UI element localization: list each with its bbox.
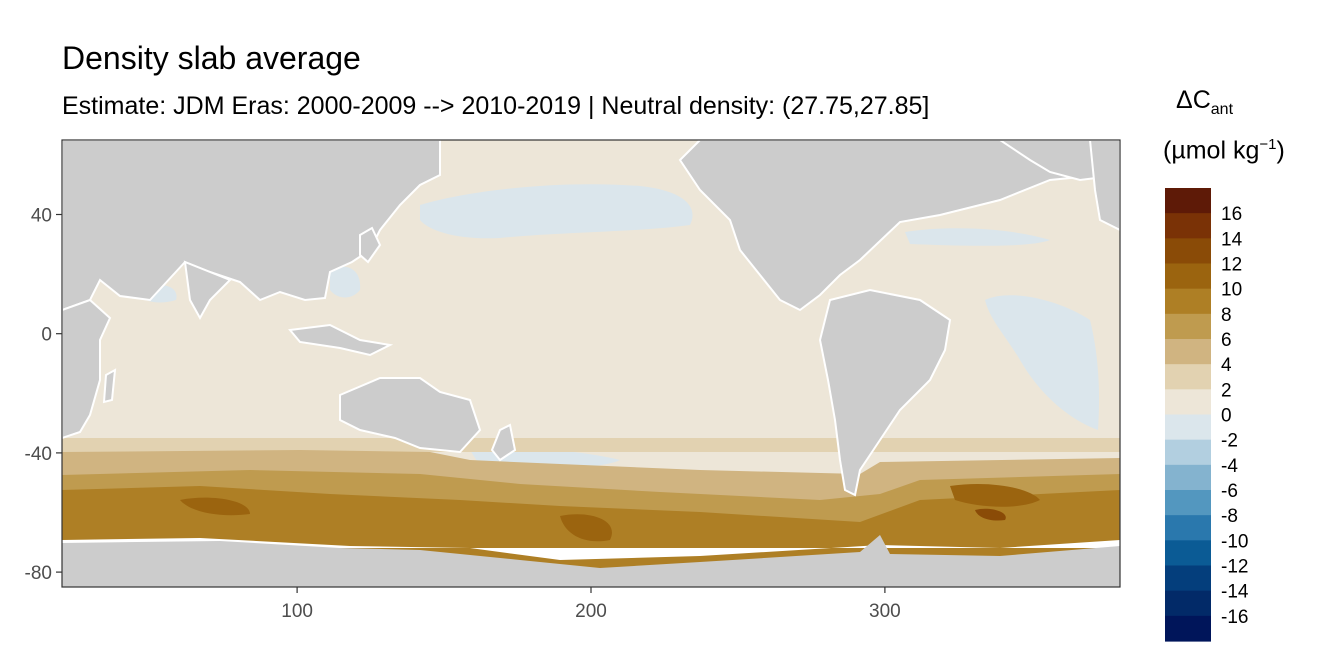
y-tick-label: -40 — [25, 444, 52, 465]
y-tick-label: 0 — [41, 325, 52, 346]
colorbar-label: -16 — [1221, 607, 1248, 628]
japan — [359, 226, 382, 264]
colorbar-label: 4 — [1221, 355, 1232, 376]
colorbar-label: -10 — [1221, 531, 1248, 552]
colorbar-label: -2 — [1221, 431, 1238, 452]
colorbar-label: 10 — [1221, 280, 1242, 301]
legend-title-unit: (µmol kg−1) — [1163, 136, 1285, 165]
antarctica — [62, 535, 1120, 587]
colorbar-label: -8 — [1221, 506, 1238, 527]
colorbar-swatch — [1165, 339, 1211, 365]
colorbar-swatch — [1165, 515, 1211, 541]
indonesia — [288, 323, 394, 357]
south-america — [818, 288, 952, 497]
india — [183, 260, 232, 321]
colorbar-label: -4 — [1221, 456, 1238, 477]
new-zealand — [490, 423, 517, 462]
colorbar-swatch — [1165, 615, 1211, 642]
australia — [339, 377, 482, 454]
legend-unit-sup: −1 — [1259, 136, 1277, 153]
legend-unit-open: (µmol kg — [1163, 136, 1260, 165]
colorbar-label: 14 — [1221, 229, 1243, 250]
colorbar-label: 12 — [1221, 255, 1242, 276]
colorbar-swatch — [1165, 188, 1211, 214]
legend-symbol-sub: ant — [1210, 101, 1234, 118]
colorbar-swatch — [1165, 540, 1211, 567]
legend-title-symbol: ΔCant — [1176, 86, 1233, 119]
eurasia — [62, 140, 441, 312]
colorbar-swatch — [1165, 590, 1211, 617]
north-pacific-negative-patch — [420, 184, 693, 239]
colorbar-swatch — [1165, 238, 1211, 265]
x-tick-label: 200 — [575, 601, 607, 622]
y-tick-label: 40 — [31, 206, 52, 227]
kuroshio-negative-patch — [330, 266, 361, 298]
colorbar-label: 8 — [1221, 305, 1232, 326]
colorbar-swatch — [1165, 364, 1211, 390]
colorbar-swatch — [1165, 288, 1211, 315]
x-tick-label: 100 — [281, 601, 313, 622]
chart-subtitle: Estimate: JDM Eras: 2000-2009 --> 2010-2… — [62, 92, 930, 120]
colorbar-swatch — [1165, 439, 1211, 466]
y-tick-label: -80 — [25, 563, 52, 584]
colorbar-swatch — [1165, 213, 1211, 239]
band-10 — [180, 483, 1040, 542]
x-tick-label: 300 — [869, 601, 901, 622]
colorbar: 16 14 12 10 8 6 4 2 0 -2 -4 -6 -8 -10 -12 -14 -16 — [1165, 188, 1249, 642]
antarctic-coast-white — [62, 538, 1120, 560]
colorbar-label: -6 — [1221, 481, 1238, 502]
colorbar-swatch — [1165, 313, 1211, 340]
madagascar — [102, 368, 117, 404]
colorbar-swatch — [1165, 565, 1211, 592]
colorbar-swatch — [1165, 490, 1211, 516]
colorbar-label: 2 — [1221, 380, 1232, 401]
map-layers — [62, 140, 1120, 587]
chart-title: Density slab average — [62, 40, 361, 76]
colorbar-label: 16 — [1221, 204, 1242, 225]
labrador-negative-patch — [905, 228, 1050, 246]
colorbar-label: -12 — [1221, 557, 1248, 578]
band-2 — [62, 438, 1120, 452]
legend-symbol: ΔC — [1176, 86, 1211, 114]
north-europe — [1088, 140, 1120, 232]
colorbar-swatch — [1165, 464, 1211, 491]
colorbar-label: -14 — [1221, 582, 1249, 603]
africa — [62, 298, 112, 440]
colorbar-swatch — [1165, 414, 1211, 441]
colorbar-label: 0 — [1221, 406, 1232, 427]
south-atlantic-east-negative-patch — [985, 295, 1100, 430]
band-12 — [975, 508, 1006, 521]
colorbar-label: 6 — [1221, 330, 1232, 351]
legend-unit-close: ) — [1276, 136, 1285, 165]
colorbar-swatch — [1165, 389, 1211, 416]
colorbar-swatch — [1165, 263, 1211, 290]
continents — [62, 140, 1120, 497]
